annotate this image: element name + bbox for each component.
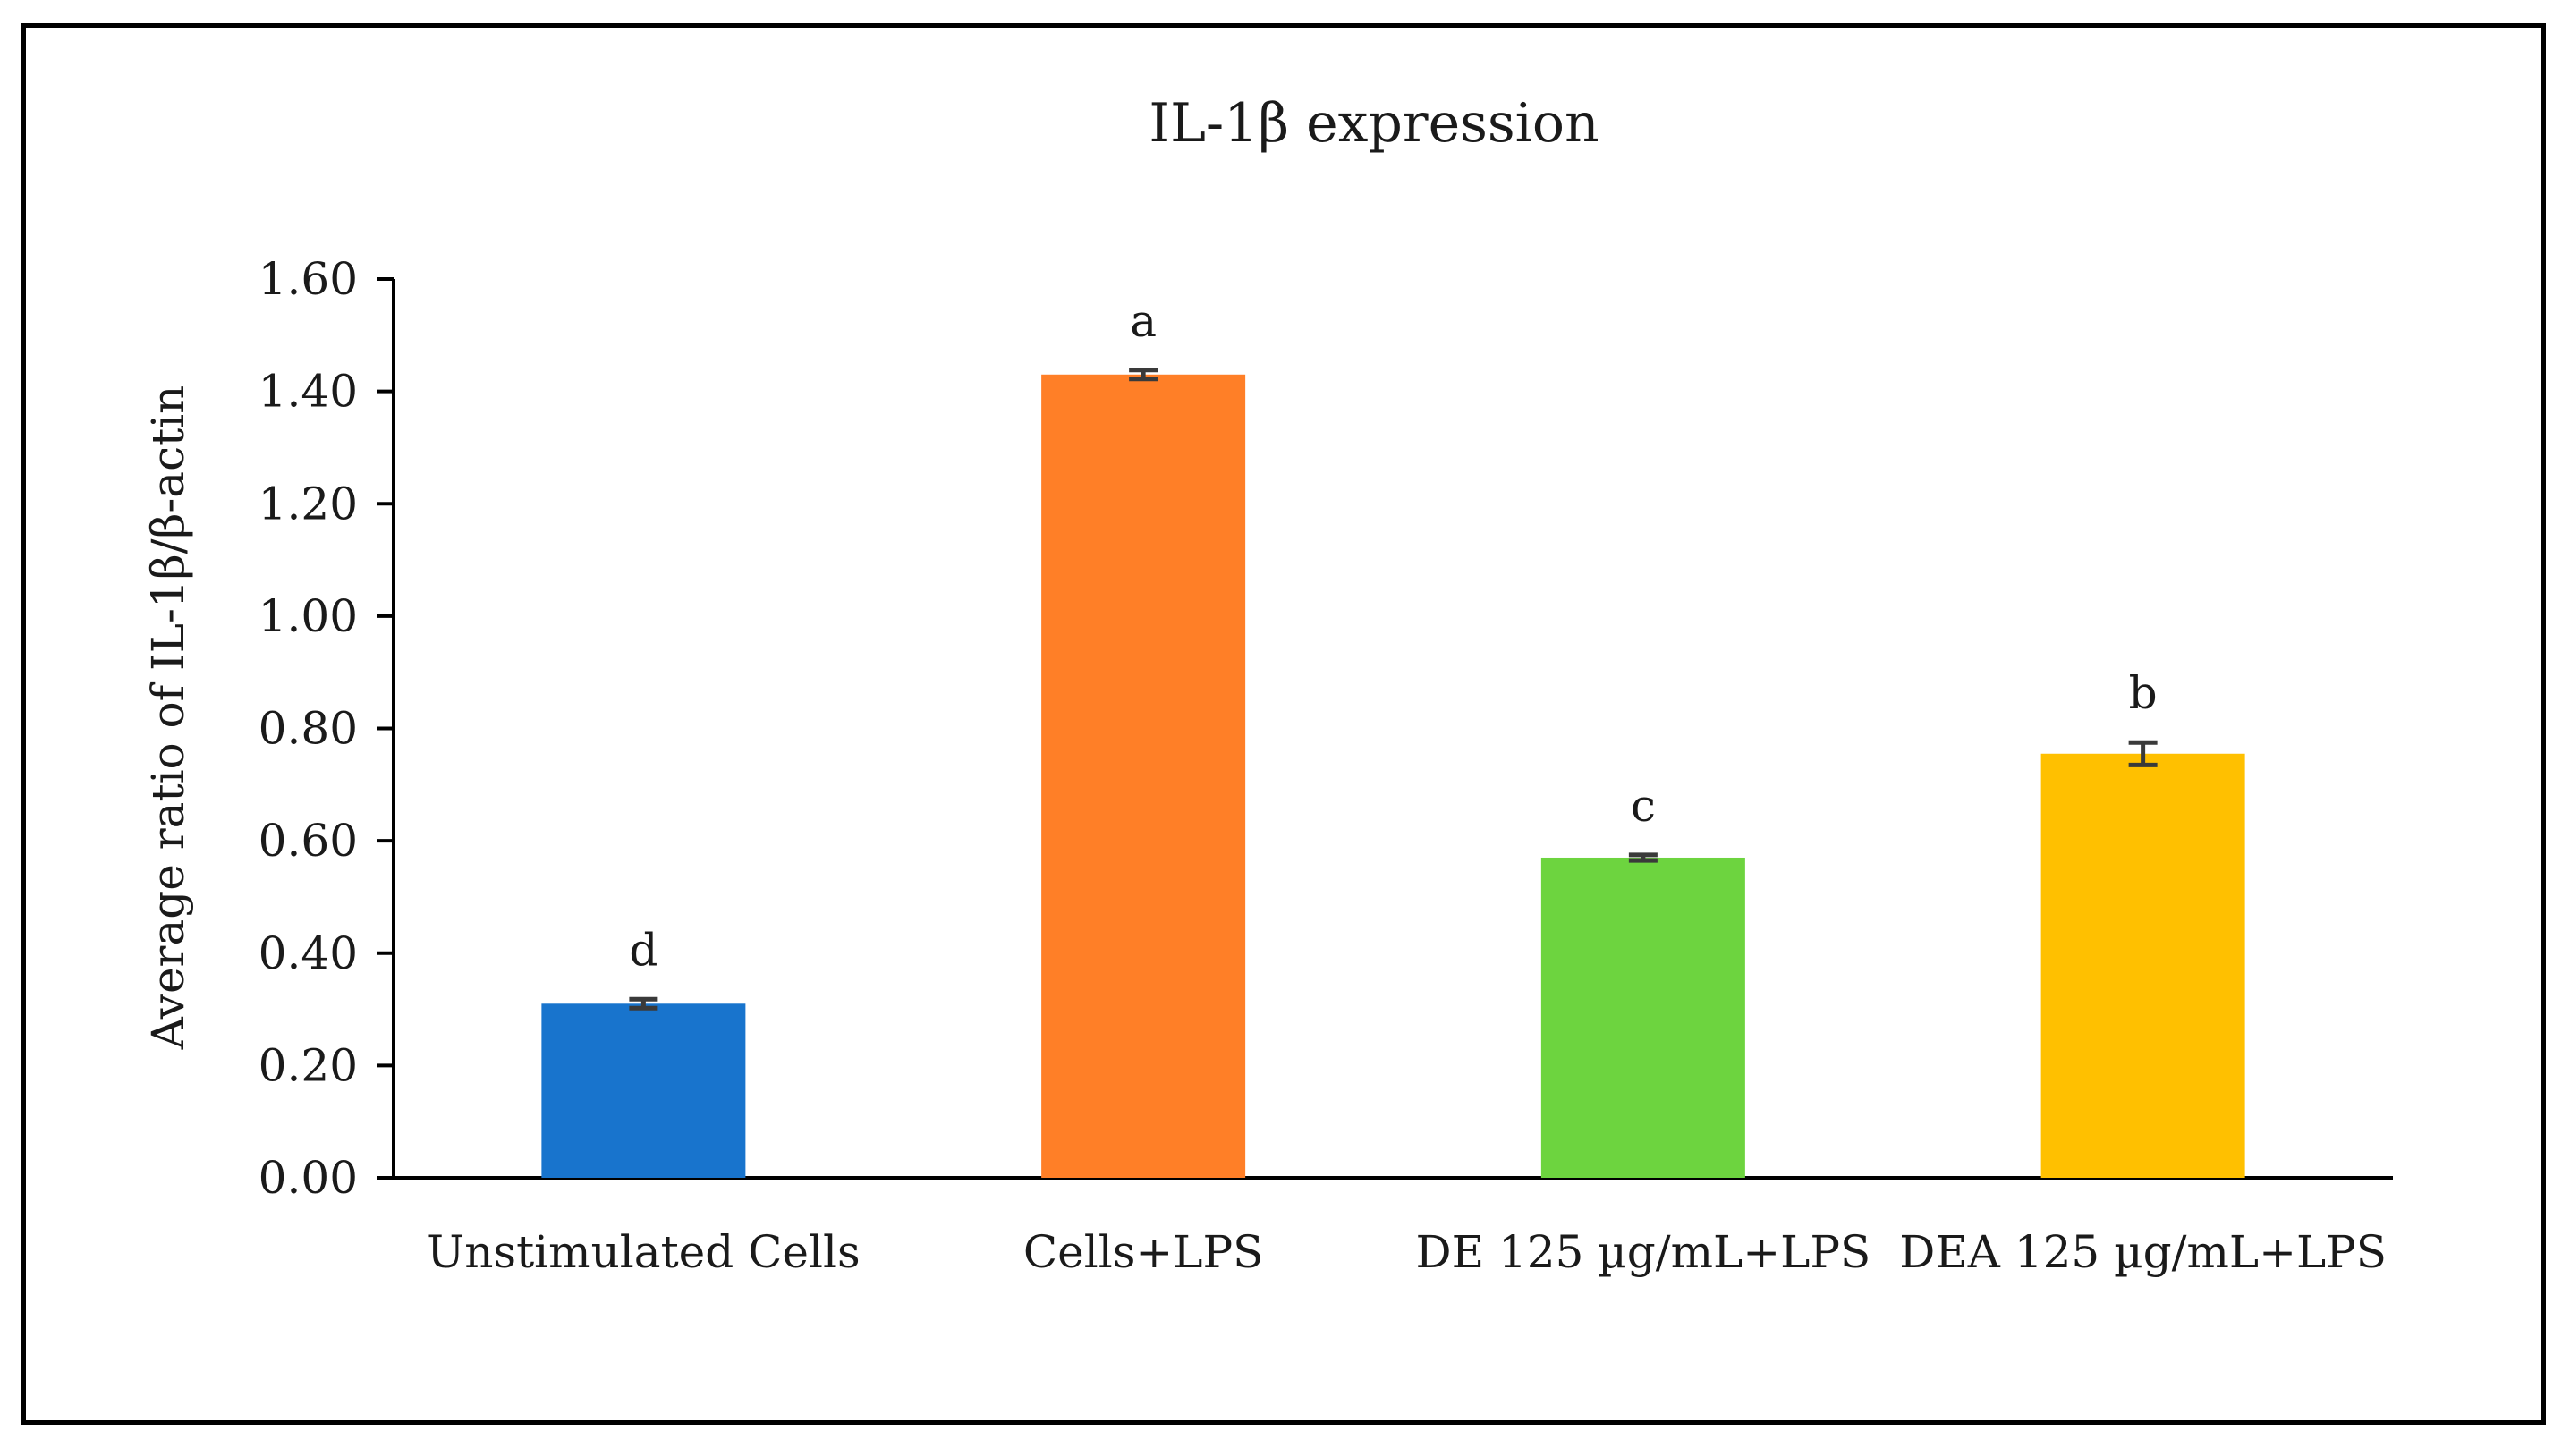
bar-3 — [1540, 857, 1745, 1178]
x-tick-label-3: DE 125 µg/mL+LPS — [1415, 1226, 1870, 1278]
significance-label-4: b — [2129, 667, 2158, 719]
y-tick-label: 0.60 — [259, 815, 358, 867]
error-bars-group — [629, 368, 2158, 1011]
significance-labels-group: d a c b — [629, 295, 2158, 976]
significance-label-3: c — [1631, 780, 1656, 832]
y-tick-label: 1.60 — [259, 253, 358, 305]
y-tick-label: 1.40 — [259, 366, 358, 418]
bars-group — [541, 374, 2245, 1178]
y-tick-label: 1.20 — [259, 478, 358, 529]
y-axis: 0.00 0.20 0.40 0.60 0.80 1.00 1.20 1.40 1.60 — [259, 253, 395, 1204]
chart-frame — [21, 23, 2546, 1425]
x-tick-label-1: Unstimulated Cells — [427, 1226, 861, 1278]
bar-2 — [1041, 374, 1246, 1178]
significance-label-1: d — [629, 924, 657, 976]
significance-label-2: a — [1130, 295, 1157, 347]
y-tick-label: 0.20 — [259, 1039, 358, 1091]
x-tick-labels-group: Unstimulated Cells Cells+LPS DE 125 µg/mL+… — [427, 1226, 2387, 1278]
error-bar-2 — [1129, 368, 1158, 382]
x-tick-label-4: DEA 125 µg/mL+LPS — [1899, 1226, 2387, 1278]
error-bar-1 — [629, 996, 658, 1011]
chart-title: IL-1β expression — [1149, 92, 1599, 155]
y-tick-label: 0.00 — [259, 1152, 358, 1204]
x-tick-label-2: Cells+LPS — [1023, 1226, 1263, 1278]
bar-1 — [541, 1003, 746, 1178]
y-tick-label: 0.40 — [259, 927, 358, 979]
y-tick-label: 1.00 — [259, 590, 358, 642]
error-bar-4 — [2128, 740, 2158, 767]
bar-4 — [2040, 753, 2245, 1178]
y-axis-label: Average ratio of IL-1β/β-actin — [142, 385, 194, 1051]
error-bar-3 — [1628, 852, 1658, 863]
y-tick-label: 0.80 — [259, 703, 358, 755]
